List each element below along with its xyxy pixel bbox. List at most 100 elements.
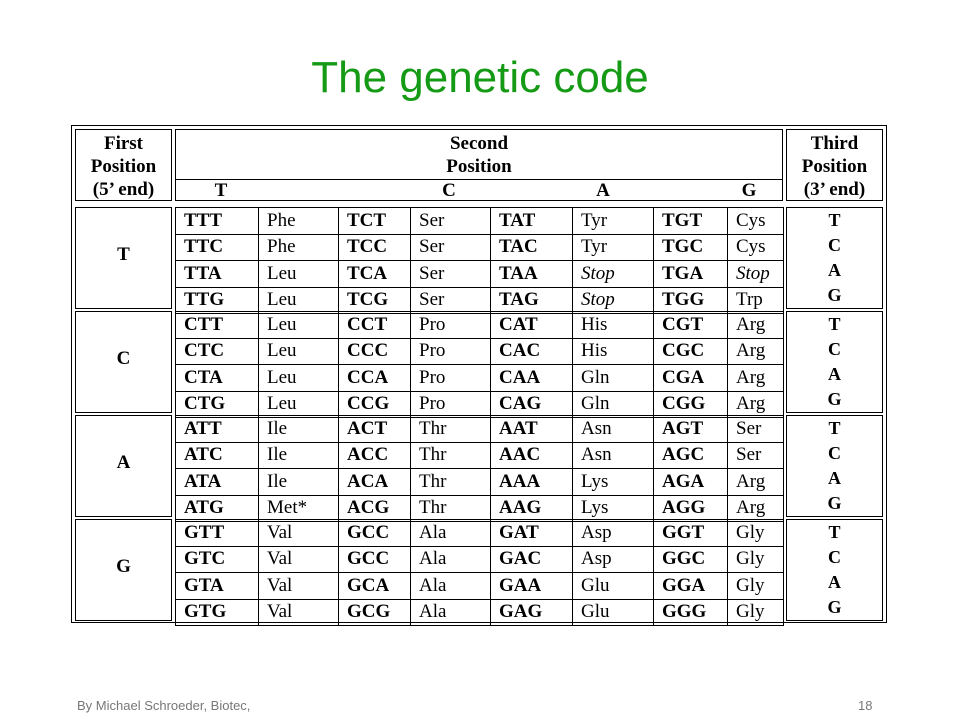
header-line: (5’ end) [92,179,155,200]
amino-acid-cell: Thr [410,415,491,443]
codon-cell: CCG [338,390,411,418]
amino-acid-cell: Gly [727,545,784,573]
second-base-g: G [741,180,757,201]
amino-acid-cell: Stop [727,260,784,288]
codon-cell: ACT [338,415,411,443]
amino-acid-cell: Ile [258,441,339,469]
amino-acid-cell: Arg [727,494,784,522]
amino-acid-cell: Ile [258,468,339,496]
codon-cell: AGT [653,415,728,443]
codon-cell: TCG [338,286,411,314]
amino-acid-cell: Phe [258,207,339,235]
third-position-base: C [828,443,841,463]
third-position-base: A [828,468,841,488]
codon-cell: CAG [490,390,573,418]
codon-cell: AAG [490,494,573,522]
codon-cell: TGA [653,260,728,288]
second-position-header: Second Position T C A G [175,129,783,201]
codon-cell: GAA [490,572,573,600]
amino-acid-cell: Stop [572,260,654,288]
third-position-base: T [828,418,841,438]
second-base-c: C [442,180,456,201]
codon-cell: GAT [490,519,573,547]
first-position-header: First Position (5’ end) [75,129,172,201]
amino-acid-cell: Gly [727,572,784,600]
codon-cell: AAA [490,468,573,496]
amino-acid-cell: Pro [410,390,491,418]
codon-cell: GTC [175,545,259,573]
amino-acid-cell: Asn [572,441,654,469]
amino-acid-cell: Arg [727,364,784,392]
first-position-cell: A [75,415,172,517]
first-position-cell: C [75,311,172,413]
third-position-base: G [827,493,842,513]
amino-acid-cell: Leu [258,390,339,418]
amino-acid-cell: Leu [258,311,339,339]
codon-cell: ATG [175,494,259,522]
codon-cell: TAT [490,207,573,235]
footer-author: By Michael Schroeder, Biotec, [77,698,251,713]
codon-block: T TTT Phe TCT Ser TAT Tyr TGT Cys TTC Phe TCC Ser TAC… [72,204,886,314]
header-line: Position [801,156,868,177]
first-position-cell: T [75,207,172,309]
amino-acid-cell: Met* [258,494,339,522]
codon-cell: AAC [490,441,573,469]
codon-cell: ATC [175,441,259,469]
amino-acid-cell: Pro [410,337,491,365]
codon-cell: CCT [338,311,411,339]
codon-cell: TGC [653,233,728,261]
first-position-base: T [117,244,130,265]
amino-acid-cell: Ala [410,545,491,573]
second-base-a: A [596,180,610,201]
codon-cell: GGC [653,545,728,573]
codon-grid: ATT Ile ACT Thr AAT Asn AGT Ser ATC Ile ACC Thr AAC A… [175,415,784,522]
codon-cell: GGA [653,572,728,600]
amino-acid-cell: Lys [572,494,654,522]
third-position-base: T [828,314,841,334]
codon-cell: CGA [653,364,728,392]
third-position-base: G [827,285,842,305]
codon-cell: CAC [490,337,573,365]
amino-acid-cell: Gly [727,519,784,547]
codon-cell: CGT [653,311,728,339]
codon-cell: GAG [490,598,573,626]
table-row: TTT Phe TCT Ser TAT Tyr TGT Cys [175,207,784,235]
amino-acid-cell: Glu [572,572,654,600]
page-number: 18 [858,698,873,713]
codon-cell: CAT [490,311,573,339]
first-position-base: A [116,452,131,473]
amino-acid-cell: Lys [572,468,654,496]
codon-cell: CTG [175,390,259,418]
header-divider [176,179,782,180]
codon-cell: GCC [338,519,411,547]
table-row: ATG Met* ACG Thr AAG Lys AGG Arg [175,494,784,522]
table-row: CTT Leu CCT Pro CAT His CGT Arg [175,311,784,339]
codon-cell: ATT [175,415,259,443]
amino-acid-cell: Thr [410,494,491,522]
third-position-base: G [827,597,842,617]
third-position-base: A [828,572,841,592]
amino-acid-cell: Pro [410,311,491,339]
amino-acid-cell: Arg [727,311,784,339]
amino-acid-cell: Val [258,572,339,600]
table-header: First Position (5’ end) Second Position … [72,126,886,204]
codon-cell: CTC [175,337,259,365]
third-position-base: C [828,547,841,567]
codon-cell: GCC [338,545,411,573]
table-row: GTC Val GCC Ala GAC Asp GGC Gly [175,545,784,573]
amino-acid-cell: Ala [410,519,491,547]
amino-acid-cell: Cys [727,207,784,235]
codon-grid: CTT Leu CCT Pro CAT His CGT Arg CTC Leu CCC Pro CAC H… [175,311,784,418]
codon-cell: TGT [653,207,728,235]
amino-acid-cell: Ser [727,441,784,469]
codon-cell: ATA [175,468,259,496]
codon-cell: TTC [175,233,259,261]
third-position-base: T [828,210,841,230]
amino-acid-cell: Pro [410,364,491,392]
table-row: CTA Leu CCA Pro CAA Gln CGA Arg [175,364,784,392]
third-position-base: T [828,522,841,542]
codon-cell: TCT [338,207,411,235]
codon-cell: ACA [338,468,411,496]
amino-acid-cell: Ala [410,598,491,626]
